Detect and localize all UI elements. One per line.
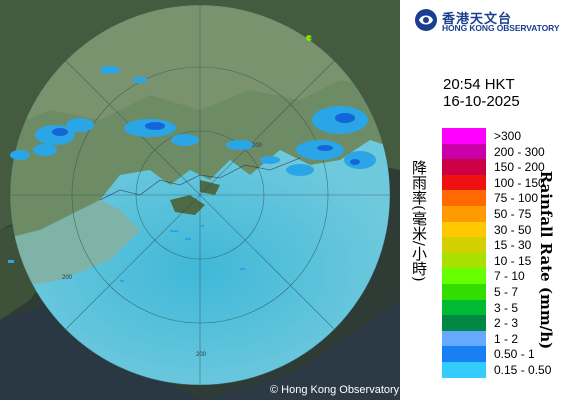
range-ring-label: 200 <box>196 352 207 358</box>
legend-label: 200 - 300 <box>494 144 545 159</box>
legend-swatch <box>442 128 486 144</box>
legend-swatch <box>442 284 486 300</box>
legend-swatch <box>442 346 486 363</box>
radar-map: 200 200 200 © Hong Kong Observatory <box>0 0 400 400</box>
legend-swatch <box>442 143 486 160</box>
legend-swatch <box>442 268 486 285</box>
radar-date: 16-10-2025 <box>443 93 520 110</box>
legend-label: 5 - 7 <box>494 285 519 299</box>
legend-label: 10 - 15 <box>494 253 532 268</box>
legend-swatch <box>442 190 486 207</box>
range-rings <box>9 4 391 386</box>
hko-logo-icon <box>415 9 437 31</box>
legend-label: 3 - 5 <box>494 300 519 315</box>
legend-swatch <box>442 299 486 316</box>
legend-title-cn: 降雨率(毫米/小時) <box>410 160 428 282</box>
legend-label: 100 - 150 <box>494 175 545 190</box>
legend-swatch <box>442 221 486 238</box>
legend-label: >300 <box>494 129 522 143</box>
legend-swatch <box>442 237 486 254</box>
legend-swatch <box>442 174 486 191</box>
legend-swatch <box>442 206 486 222</box>
legend-label: 75 - 100 <box>494 191 539 206</box>
logo-text-cn: 香港天文台 <box>442 12 513 27</box>
legend-label: 7 - 10 <box>494 269 525 284</box>
legend-swatch <box>442 315 486 332</box>
radar-time: 20:54 HKT <box>443 76 515 93</box>
legend-swatch <box>442 362 486 378</box>
range-ring-label: 200 <box>252 143 263 149</box>
radar-image <box>0 0 400 400</box>
copyright-text: © Hong Kong Observatory <box>270 384 400 396</box>
legend-label: 0.50 - 1 <box>494 347 535 362</box>
legend-label: 50 - 75 <box>494 207 532 221</box>
legend-label: 1 - 2 <box>494 331 519 346</box>
logo-text-en: HONG KONG OBSERVATORY <box>442 23 560 33</box>
legend-swatch <box>442 159 486 176</box>
legend-label: 15 - 30 <box>494 238 532 253</box>
legend-swatch <box>442 252 486 269</box>
rain-echoes <box>8 35 376 282</box>
legend-label: 2 - 3 <box>494 316 519 331</box>
legend-label: 30 - 50 <box>494 222 532 237</box>
legend-label: 150 - 200 <box>494 160 545 175</box>
lantau-island <box>170 195 205 215</box>
legend-label: 0.15 - 0.50 <box>494 363 552 377</box>
legend-panel: 香港天文台 HONG KONG OBSERVATORY 20:54 HKT 16… <box>400 0 577 400</box>
range-ring-label: 200 <box>62 275 73 281</box>
legend-title-en: Rainfall Rate (mm/h) <box>537 170 555 350</box>
legend-swatch <box>442 330 486 347</box>
